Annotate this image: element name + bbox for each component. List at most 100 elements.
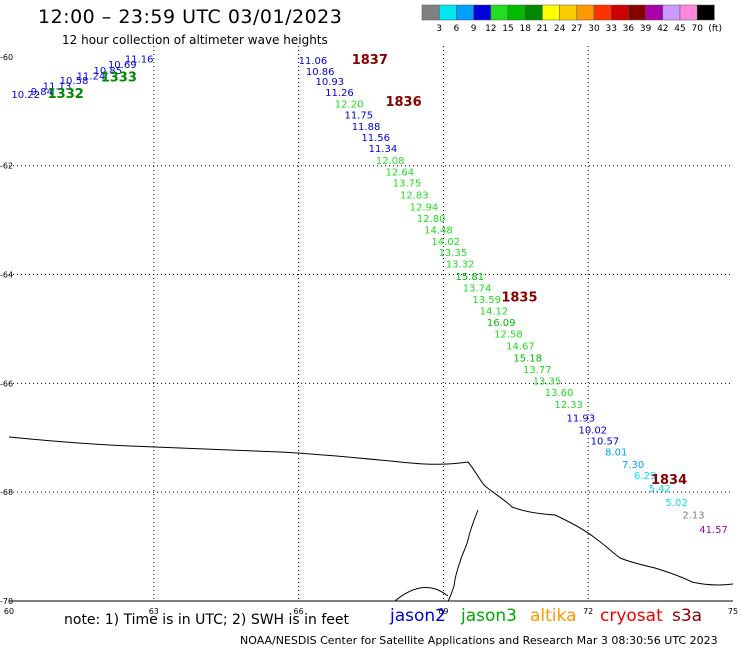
wave-height-label: 11.75 [344, 110, 373, 121]
pass-time-label: 1333 [101, 70, 137, 85]
wave-height-label: 12.83 [400, 190, 429, 201]
wave-height-label: 11.24 [77, 72, 106, 83]
wave-height-label: 16.09 [487, 318, 516, 329]
legend-label: 15 [502, 24, 513, 34]
wave-height-label: 11.56 [361, 133, 390, 144]
wave-height-label: 12.33 [554, 400, 583, 411]
wave-height-label: 11.93 [566, 413, 595, 424]
legend-label: 42 [657, 24, 668, 34]
legend-label: 21 [537, 24, 548, 34]
satellite-s3a: s3a [672, 606, 703, 626]
wave-height-label: 12.64 [385, 168, 414, 179]
wave-height-label: 13.77 [523, 365, 552, 376]
wave-height-label: 14.12 [480, 306, 509, 317]
satellite-cryosat: cryosat [600, 606, 663, 626]
pass-time-label: 1835 [501, 291, 537, 306]
legend-label: 45 [674, 24, 685, 34]
wave-height-label: 11.88 [352, 122, 381, 133]
legend-label: 33 [605, 24, 616, 34]
wave-height-label: 12.20 [335, 99, 364, 110]
wave-height-label: 11.16 [125, 54, 154, 65]
pass-time-label: 1837 [352, 53, 388, 68]
wave-height-label: 10.69 [108, 60, 137, 71]
coastline-bay [394, 587, 449, 602]
lat-tick-label: -60 [0, 53, 13, 62]
pass-time-label: 1834 [651, 473, 687, 488]
wave-height-label: 6.29 [634, 471, 656, 482]
map-subtitle: 12 hour collection of altimeter wave hei… [62, 33, 328, 47]
wave-height-label: 10.22 [11, 90, 40, 101]
wave-height-label: 13.59 [472, 295, 501, 306]
wave-height-label: 11.13 [43, 82, 72, 93]
footer-credit: NOAA/NESDIS Center for Satellite Applica… [240, 634, 718, 647]
legend-label: 36 [623, 24, 635, 34]
wave-height-label: 13.35 [439, 248, 468, 259]
wave-height-label: 5.42 [649, 484, 671, 495]
color-legend: 3 6 9 12 15 18 21 24 27 30 33 36 39 42 45 70 (ft) [421, 4, 722, 34]
legend-label: 18 [519, 24, 531, 34]
coastline [8, 436, 734, 586]
wave-height-label: 8.01 [605, 448, 627, 459]
wave-height-label: 10.93 [315, 77, 344, 88]
map-title: 12:00 – 23:59 UTC 03/01/2023 [38, 6, 343, 28]
wave-height-label: 12.80 [417, 214, 446, 225]
legend-unit: (ft) [708, 24, 722, 34]
lat-tick-label: -64 [0, 271, 13, 280]
coastline-inlet [447, 509, 479, 602]
satellite-jason2: jason2 [390, 606, 446, 626]
pass-time-label: 1332 [48, 87, 84, 102]
legend-label: 3 [436, 24, 442, 34]
lat-tick-label: -70 [0, 597, 13, 606]
wave-height-label: 5.02 [665, 498, 687, 509]
legend-label: 39 [640, 24, 652, 34]
lon-tick-label: 69 [438, 607, 448, 616]
legend-label: 70 [691, 24, 703, 34]
lon-tick-label: 63 [149, 607, 159, 616]
legend-label: 6 [454, 24, 460, 34]
wave-height-label: 10.02 [579, 425, 608, 436]
wave-height-label: 13.32 [446, 259, 475, 270]
wave-height-label: 14.67 [506, 342, 535, 353]
wave-height-label: 14.02 [431, 237, 460, 248]
wave-height-label: 11.06 [299, 56, 328, 67]
lon-tick-label: 72 [583, 607, 593, 616]
lon-tick-label: 60 [4, 607, 14, 616]
legend-label: 12 [485, 24, 496, 34]
wave-height-label: 2.13 [682, 510, 704, 521]
wave-height-label: 14.48 [424, 226, 453, 237]
wave-height-label: 11.34 [369, 144, 398, 155]
note-text: note: 1) Time is in UTC; 2) SWH is in fe… [64, 612, 350, 628]
wave-height-label: 15.81 [455, 272, 484, 283]
graticule [9, 46, 733, 601]
satellite-jason3: jason3 [461, 606, 517, 626]
lon-tick-label: 66 [294, 607, 304, 616]
lat-tick-label: -66 [0, 379, 13, 388]
wave-height-label: 10.85 [93, 66, 122, 77]
legend-swatch [696, 4, 715, 21]
wave-height-label: 13.74 [463, 283, 492, 294]
wave-height-label: 15.18 [513, 354, 542, 365]
legend-label: 27 [571, 24, 582, 34]
legend-label: 30 [588, 24, 600, 34]
wave-height-label: 7.30 [622, 460, 644, 471]
pass-time-label: 1836 [385, 95, 421, 110]
wave-height-label: 13.60 [545, 388, 574, 399]
lon-tick-label: 75 [728, 607, 738, 616]
wave-height-label: 11.26 [325, 88, 354, 99]
satellite-altika: altika [530, 606, 577, 626]
wave-height-label: 12.94 [410, 202, 439, 213]
wave-height-label: 10.58 [60, 76, 89, 87]
wave-height-label: 10.86 [306, 67, 335, 78]
wave-height-label: 41.57 [699, 525, 728, 536]
lat-tick-label: -62 [0, 162, 13, 171]
lat-tick-label: -68 [0, 488, 13, 497]
wave-height-label: 9.84 [31, 87, 53, 98]
wave-height-label: 13.75 [393, 178, 422, 189]
wave-height-label: 10.57 [591, 436, 620, 447]
wave-height-label: 13.35 [533, 376, 562, 387]
wave-height-label: 12.58 [494, 330, 523, 341]
wave-height-label: 12.08 [376, 156, 405, 167]
legend-label: 9 [471, 24, 477, 34]
legend-label: 24 [554, 24, 566, 34]
